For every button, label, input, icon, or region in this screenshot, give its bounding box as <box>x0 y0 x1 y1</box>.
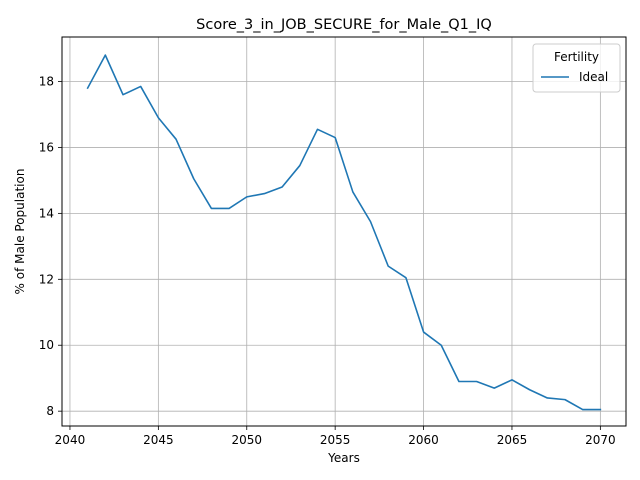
y-tick-label: 16 <box>39 140 54 154</box>
chart-title: Score_3_in_JOB_SECURE_for_Male_Q1_IQ <box>196 17 492 33</box>
y-tick-label: 8 <box>46 404 54 418</box>
x-axis: 2040 2045 2050 2055 2060 2065 2070 <box>55 426 616 447</box>
x-tick-label: 2070 <box>585 433 616 447</box>
legend-label-ideal: Ideal <box>579 70 608 84</box>
plot-frame <box>61 36 627 427</box>
y-tick-label: 10 <box>39 338 54 352</box>
y-tick-label: 18 <box>39 75 54 89</box>
x-tick-label: 2060 <box>408 433 439 447</box>
y-tick-label: 14 <box>39 206 54 220</box>
x-tick-label: 2050 <box>231 433 262 447</box>
y-tick-label: 12 <box>39 272 54 286</box>
x-tick-label: 2065 <box>497 433 528 447</box>
x-tick-label: 2040 <box>55 433 86 447</box>
legend-box <box>532 43 621 93</box>
x-tick-label: 2045 <box>143 433 174 447</box>
series-line-ideal <box>86 54 602 411</box>
legend-title: Fertility <box>554 50 599 64</box>
x-tick-label: 2055 <box>320 433 351 447</box>
x-axis-label: Years <box>327 451 360 465</box>
legend: Fertility Ideal <box>532 43 621 93</box>
y-axis-label: % of Male Population <box>13 169 27 295</box>
grid-lines <box>62 37 626 426</box>
y-axis: 8 10 12 14 16 18 <box>39 75 62 418</box>
series-layer <box>86 54 602 411</box>
